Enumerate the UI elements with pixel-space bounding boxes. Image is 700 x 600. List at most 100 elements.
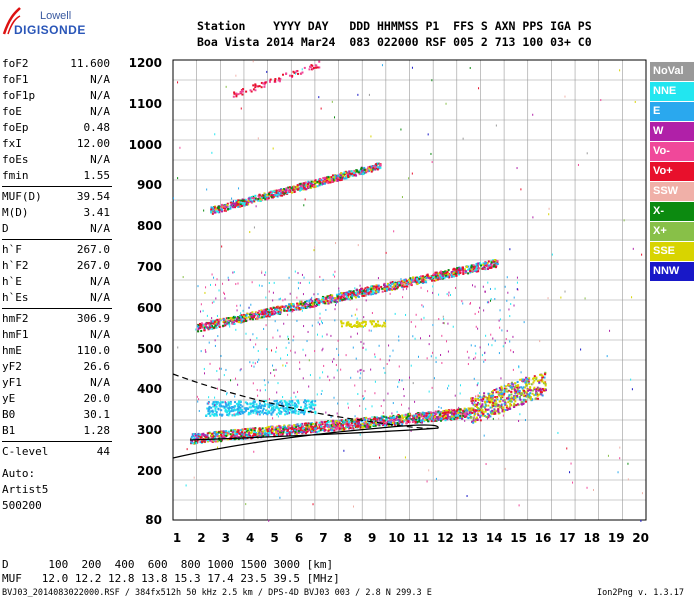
echo-point xyxy=(209,325,212,328)
echo-point xyxy=(239,406,242,409)
echo-point xyxy=(226,205,229,208)
echo-point xyxy=(262,309,265,312)
echo-point xyxy=(488,401,491,404)
echo-point xyxy=(352,427,355,430)
echo-point xyxy=(275,350,277,353)
echo-point xyxy=(409,283,412,286)
echo-point xyxy=(274,426,277,429)
echo-point xyxy=(241,411,244,414)
echo-point xyxy=(264,426,267,429)
echo-point xyxy=(271,313,274,316)
echo-point xyxy=(433,279,436,282)
echo-point xyxy=(267,427,270,430)
echo-point xyxy=(245,203,248,206)
echo-point xyxy=(305,426,308,429)
echo-point xyxy=(456,416,459,419)
echo-point xyxy=(347,294,350,297)
echo-point xyxy=(370,165,373,168)
echo-point xyxy=(337,178,340,181)
echo-point xyxy=(432,276,435,279)
echo-point xyxy=(319,427,322,430)
echo-point xyxy=(193,433,196,436)
echo-point xyxy=(272,428,275,431)
echo-point xyxy=(264,384,266,387)
echo-point xyxy=(307,330,309,333)
echo-point xyxy=(240,368,242,371)
echo-point xyxy=(513,389,516,392)
echo-point xyxy=(516,395,519,398)
echo-point xyxy=(457,409,460,412)
echo-point xyxy=(258,193,261,196)
echo-point xyxy=(309,409,312,412)
echo-point xyxy=(479,263,482,266)
echo-point xyxy=(209,362,211,365)
echo-point xyxy=(255,409,258,412)
echo-point xyxy=(338,422,341,425)
echo-point xyxy=(248,428,251,431)
echo-point xyxy=(500,385,503,388)
echo-point xyxy=(376,165,379,168)
echo-point xyxy=(280,190,283,193)
echo-point xyxy=(370,368,372,371)
echo-point xyxy=(226,202,229,205)
param-row: h`E N/A xyxy=(2,274,110,290)
echo-point xyxy=(347,406,349,409)
echo-point xyxy=(244,314,247,317)
echo-point xyxy=(431,279,434,282)
echo-point xyxy=(483,309,485,312)
echo-point xyxy=(331,180,334,183)
echo-point xyxy=(204,324,207,327)
echo-point xyxy=(223,291,225,294)
echo-point xyxy=(392,287,395,290)
echo-point xyxy=(257,195,260,198)
echo-point xyxy=(299,430,302,433)
echo-point xyxy=(363,424,366,427)
echo-point xyxy=(241,315,244,318)
echo-point xyxy=(470,400,473,403)
echo-point xyxy=(264,193,267,196)
echo-point xyxy=(326,181,329,184)
echo-point xyxy=(287,335,289,338)
echo-point xyxy=(482,266,485,269)
echo-point xyxy=(478,310,480,313)
echo-point xyxy=(190,436,193,439)
echo-point xyxy=(360,166,363,169)
echo-point xyxy=(525,376,528,379)
echo-point xyxy=(198,409,200,412)
echo-point xyxy=(333,429,336,432)
echo-point xyxy=(311,402,314,405)
echo-point xyxy=(541,387,544,390)
echo-point xyxy=(244,202,247,205)
echo-point xyxy=(534,397,537,400)
echo-point xyxy=(202,324,205,327)
x-tick-label: 10 xyxy=(388,531,405,545)
echo-point xyxy=(494,396,497,399)
echo-point xyxy=(288,74,291,77)
echo-point xyxy=(223,432,226,435)
echo-point xyxy=(470,266,473,269)
echo-point xyxy=(233,91,236,94)
echo-point xyxy=(275,368,277,371)
echo-point xyxy=(435,417,438,420)
echo-point xyxy=(507,395,510,398)
echo-point xyxy=(246,402,249,405)
echo-point xyxy=(346,423,349,426)
echo-point xyxy=(251,281,253,284)
echo-point xyxy=(239,316,242,319)
echo-point xyxy=(363,397,365,400)
echo-point xyxy=(212,320,214,323)
echo-point xyxy=(288,400,291,403)
echo-point xyxy=(268,192,271,195)
echo-point xyxy=(286,402,289,405)
echo-point xyxy=(247,202,250,205)
echo-point xyxy=(210,406,213,409)
echo-point xyxy=(395,287,398,290)
echo-point xyxy=(296,307,299,310)
echo-point xyxy=(496,398,499,401)
echo-point xyxy=(269,78,272,81)
echo-point xyxy=(264,399,267,402)
echo-point xyxy=(344,292,347,295)
echo-point xyxy=(434,274,437,277)
echo-point xyxy=(232,316,235,319)
echo-point xyxy=(259,428,262,431)
